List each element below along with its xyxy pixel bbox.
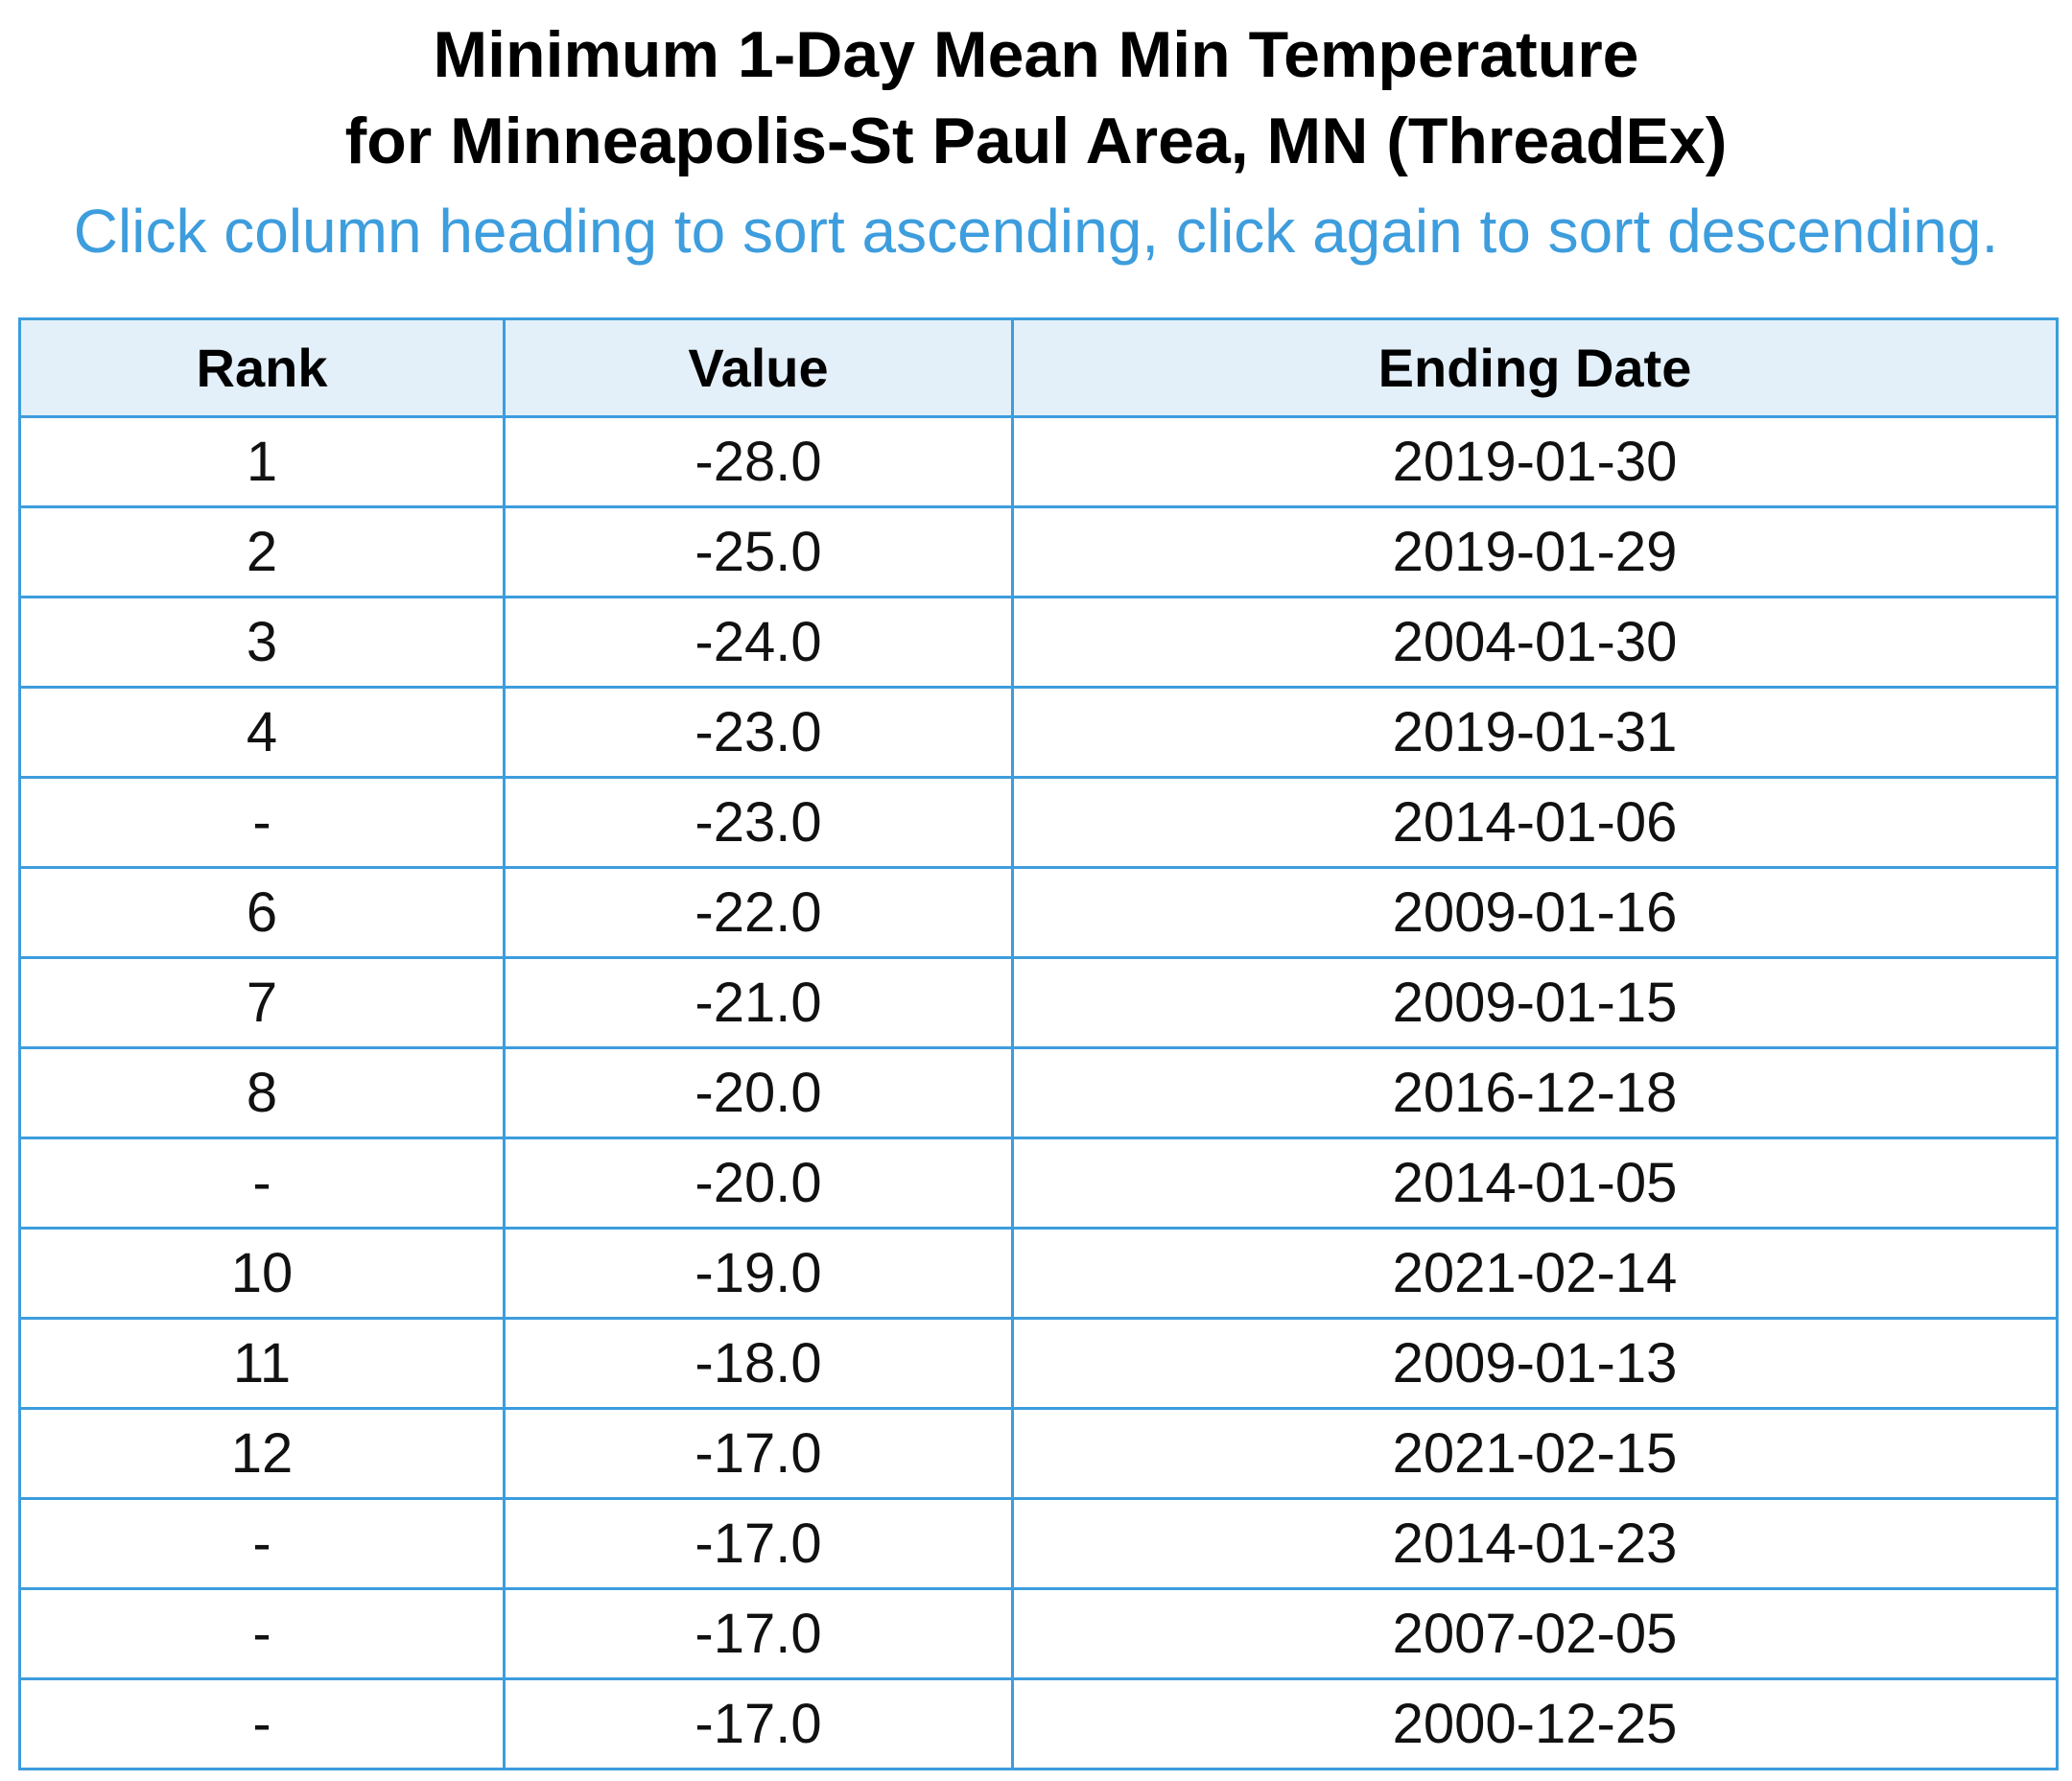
table-row: 2 -25.0 2019-01-29 — [18, 505, 2059, 598]
ending-date-cell: 2019-01-31 — [1011, 686, 2059, 779]
rank-cell: 11 — [18, 1317, 506, 1410]
page-title: Minimum 1-Day Mean Min Temperature for M… — [0, 12, 2072, 184]
results-table: Rank Value Ending Date 1 -28.0 2019-01-3… — [18, 317, 2059, 1770]
table-row: 12 -17.0 2021-02-15 — [18, 1407, 2059, 1500]
table-row: 1 -28.0 2019-01-30 — [18, 415, 2059, 508]
table-row: 4 -23.0 2019-01-31 — [18, 686, 2059, 779]
ending-date-cell: 2004-01-30 — [1011, 596, 2059, 689]
ending-date-cell: 2014-01-23 — [1011, 1497, 2059, 1590]
value-cell: -23.0 — [503, 686, 1014, 779]
value-cell: -19.0 — [503, 1227, 1014, 1320]
value-cell: -17.0 — [503, 1587, 1014, 1680]
value-cell: -20.0 — [503, 1137, 1014, 1230]
value-cell: -20.0 — [503, 1046, 1014, 1139]
rank-cell: - — [18, 1677, 506, 1770]
table-row: - -17.0 2007-02-05 — [18, 1587, 2059, 1680]
ending-date-cell: 2014-01-06 — [1011, 776, 2059, 869]
rank-cell: 1 — [18, 415, 506, 508]
value-cell: -17.0 — [503, 1497, 1014, 1590]
rank-cell: 12 — [18, 1407, 506, 1500]
ending-date-cell: 2021-02-15 — [1011, 1407, 2059, 1500]
rank-cell: 10 — [18, 1227, 506, 1320]
rank-cell: 8 — [18, 1046, 506, 1139]
table-row: 7 -21.0 2009-01-15 — [18, 956, 2059, 1049]
ending-date-cell: 2009-01-15 — [1011, 956, 2059, 1049]
ending-date-cell: 2007-02-05 — [1011, 1587, 2059, 1680]
rank-cell: - — [18, 1587, 506, 1680]
table-row: 8 -20.0 2016-12-18 — [18, 1046, 2059, 1139]
title-line-2: for Minneapolis-St Paul Area, MN (Thread… — [344, 105, 1728, 177]
rank-cell: 2 — [18, 505, 506, 598]
value-cell: -17.0 — [503, 1407, 1014, 1500]
value-cell: -21.0 — [503, 956, 1014, 1049]
table-row: 10 -19.0 2021-02-14 — [18, 1227, 2059, 1320]
value-cell: -18.0 — [503, 1317, 1014, 1410]
table-row: - -23.0 2014-01-06 — [18, 776, 2059, 869]
ending-date-cell: 2019-01-29 — [1011, 505, 2059, 598]
ending-date-cell: 2014-01-05 — [1011, 1137, 2059, 1230]
rank-cell: - — [18, 776, 506, 869]
table-row: 11 -18.0 2009-01-13 — [18, 1317, 2059, 1410]
rank-cell: 7 — [18, 956, 506, 1049]
sort-instruction: Click column heading to sort ascending, … — [73, 197, 1999, 266]
table-row: 6 -22.0 2009-01-16 — [18, 866, 2059, 959]
ending-date-cell: 2016-12-18 — [1011, 1046, 2059, 1139]
column-header-value[interactable]: Value — [503, 317, 1014, 418]
value-cell: -28.0 — [503, 415, 1014, 508]
rank-cell: 4 — [18, 686, 506, 779]
table-header-row: Rank Value Ending Date — [18, 317, 2059, 418]
ending-date-cell: 2009-01-13 — [1011, 1317, 2059, 1410]
ending-date-cell: 2019-01-30 — [1011, 415, 2059, 508]
title-line-1: Minimum 1-Day Mean Min Temperature — [433, 18, 1639, 91]
rank-cell: 6 — [18, 866, 506, 959]
column-header-rank[interactable]: Rank — [18, 317, 506, 418]
value-cell: -24.0 — [503, 596, 1014, 689]
rank-cell: - — [18, 1497, 506, 1590]
ending-date-cell: 2021-02-14 — [1011, 1227, 2059, 1320]
ending-date-cell: 2009-01-16 — [1011, 866, 2059, 959]
table-row: - -20.0 2014-01-05 — [18, 1137, 2059, 1230]
value-cell: -22.0 — [503, 866, 1014, 959]
table-row: 3 -24.0 2004-01-30 — [18, 596, 2059, 689]
table-row: - -17.0 2014-01-23 — [18, 1497, 2059, 1590]
table-row: - -17.0 2000-12-25 — [18, 1677, 2059, 1770]
value-cell: -25.0 — [503, 505, 1014, 598]
value-cell: -23.0 — [503, 776, 1014, 869]
value-cell: -17.0 — [503, 1677, 1014, 1770]
ending-date-cell: 2000-12-25 — [1011, 1677, 2059, 1770]
column-header-ending-date[interactable]: Ending Date — [1011, 317, 2059, 418]
rank-cell: - — [18, 1137, 506, 1230]
rank-cell: 3 — [18, 596, 506, 689]
